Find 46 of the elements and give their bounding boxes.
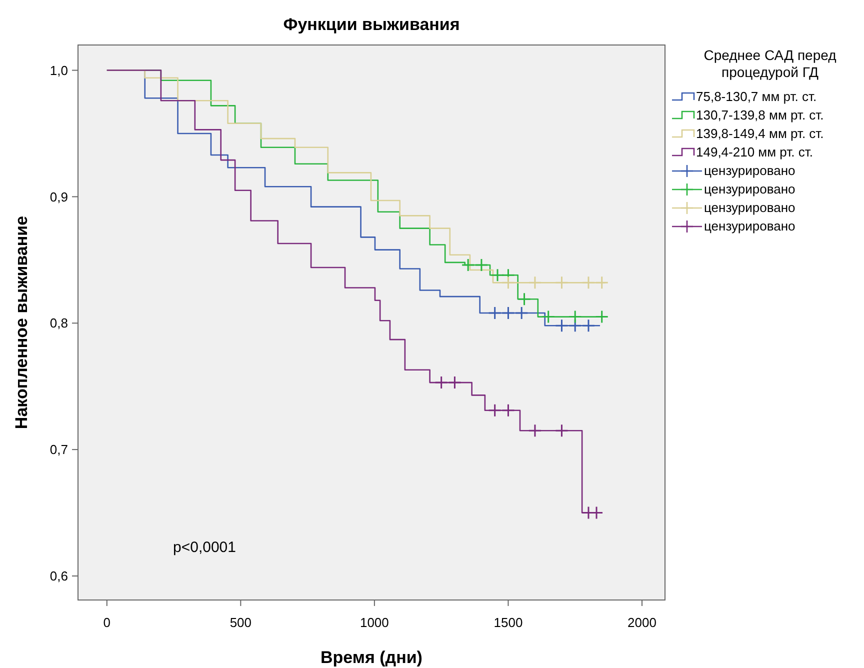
legend-label: 75,8-130,7 мм рт. ст.: [696, 89, 817, 104]
point: [568, 310, 582, 324]
x-tick-label: 2000: [628, 615, 656, 630]
point: [518, 292, 532, 306]
y-axis-title: Накопленное выживание: [12, 216, 31, 430]
legend-label: цензурировано: [704, 182, 796, 196]
point: [554, 318, 568, 332]
point: [582, 318, 596, 332]
x-tick-label: 500: [230, 615, 252, 630]
point: [474, 258, 488, 272]
point: [490, 268, 504, 282]
legend-label: цензурировано: [704, 218, 796, 234]
point: [582, 276, 596, 290]
point: [501, 404, 515, 418]
y-tick-label: 0,6: [50, 568, 68, 584]
point: [488, 404, 502, 418]
x-tick-label: 1500: [494, 615, 523, 630]
point: [434, 376, 448, 390]
x-tick-label: 0: [103, 615, 111, 630]
y-tick-label: 0,9: [50, 189, 68, 204]
point: [542, 310, 556, 324]
annotation: p<0,0001: [173, 539, 236, 556]
legend-label: 130,7-139,8 мм рт. ст.: [696, 108, 824, 122]
chart-title: Функции выживания: [283, 15, 460, 34]
point: [554, 424, 568, 438]
y-tick-label: 0,7: [50, 442, 68, 458]
legend-label: цензурировано: [704, 163, 796, 178]
legend-title: Среднее САД перед процедурой ГД: [704, 47, 836, 80]
point: [554, 276, 568, 290]
point: [595, 310, 609, 324]
x-tick-label: 1000: [360, 615, 389, 630]
point: [488, 306, 502, 320]
point: [461, 258, 475, 272]
legend-label: 149,4-210 мм рт. ст.: [696, 144, 813, 160]
y-tick-label: 0,8: [50, 316, 68, 331]
point: [501, 276, 515, 290]
legend-label: 139,8-149,4 мм рт. ст.: [696, 126, 824, 141]
point: [514, 306, 528, 320]
point: [528, 276, 542, 290]
point: [595, 276, 609, 290]
legend-label: цензурировано: [704, 200, 796, 215]
x-axis-title: Время (дни): [320, 648, 422, 667]
point: [501, 306, 515, 320]
point: [528, 424, 542, 438]
y-tick-label: 1,0: [50, 62, 68, 78]
point: [448, 376, 462, 390]
